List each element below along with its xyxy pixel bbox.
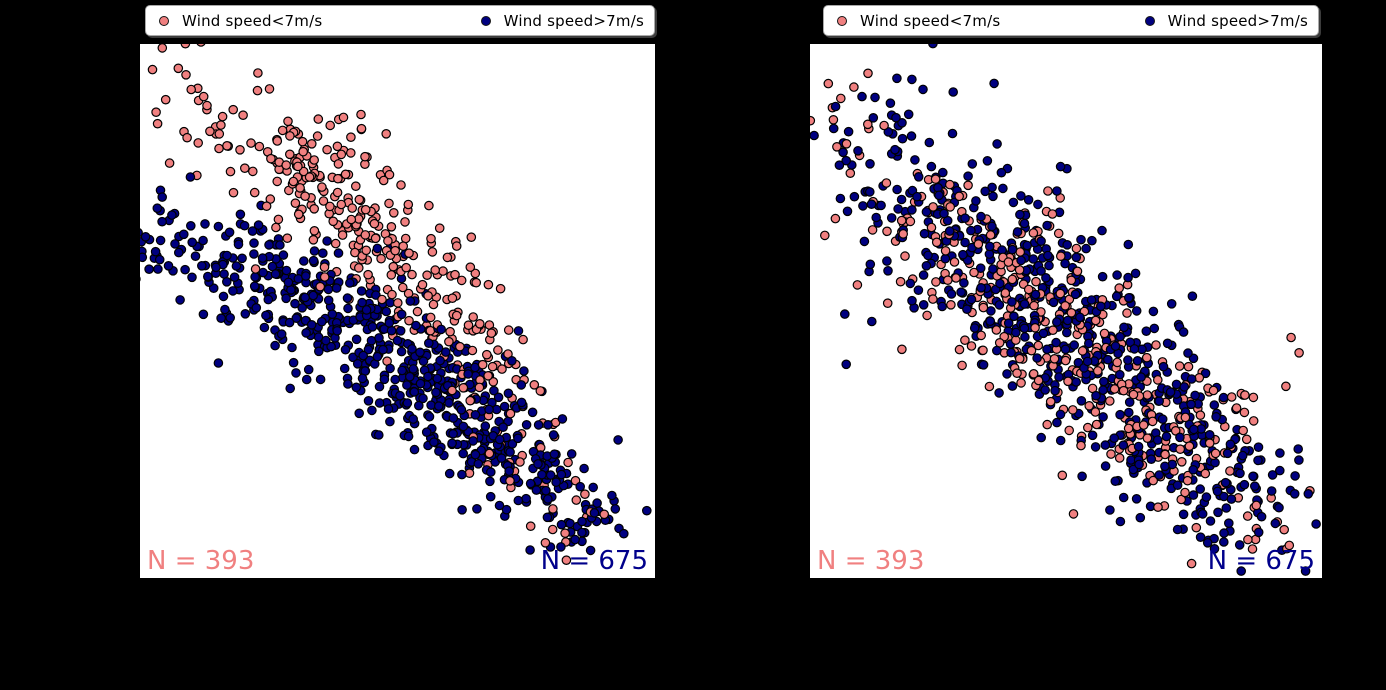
scatter-points-svg-left: [140, 44, 652, 565]
legend-label-high-wind: Wind speed>7m/s: [1167, 11, 1308, 30]
low-wind-marker-icon: [837, 15, 847, 26]
legend-entry-low-wind: Wind speed<7m/s: [837, 12, 1000, 30]
count-annotation-low-wind: N = 393: [147, 546, 255, 576]
count-annotation-high-wind: N = 675: [1207, 546, 1315, 576]
legend-entry-high-wind: Wind speed>7m/s: [1144, 11, 1308, 30]
legend-right: Wind speed<7m/s Wind speed>7m/s: [823, 5, 1319, 36]
legend-left: Wind speed<7m/s Wind speed>7m/s: [145, 5, 655, 36]
scatter-plot-left: N = 393 N = 675: [140, 44, 655, 578]
panel-right: Wind speed<7m/s Wind speed>7m/s N = 393 …: [810, 0, 1322, 690]
legend-entry-low-wind: Wind speed<7m/s: [159, 12, 322, 30]
high-wind-marker-icon: [480, 15, 491, 26]
legend-label-high-wind: Wind speed>7m/s: [503, 11, 644, 30]
count-annotation-low-wind: N = 393: [817, 546, 925, 576]
count-annotation-high-wind: N = 675: [540, 546, 648, 576]
scatter-points-svg-right: [810, 44, 1321, 576]
high-wind-marker-icon: [1144, 15, 1155, 26]
low-wind-marker-icon: [159, 15, 169, 26]
scatter-plot-right: N = 393 N = 675: [810, 44, 1322, 578]
legend-label-low-wind: Wind speed<7m/s: [860, 11, 1001, 30]
legend-label-low-wind: Wind speed<7m/s: [182, 11, 323, 30]
panel-left: Wind speed<7m/s Wind speed>7m/s N = 393 …: [140, 0, 656, 690]
legend-entry-high-wind: Wind speed>7m/s: [480, 11, 644, 30]
